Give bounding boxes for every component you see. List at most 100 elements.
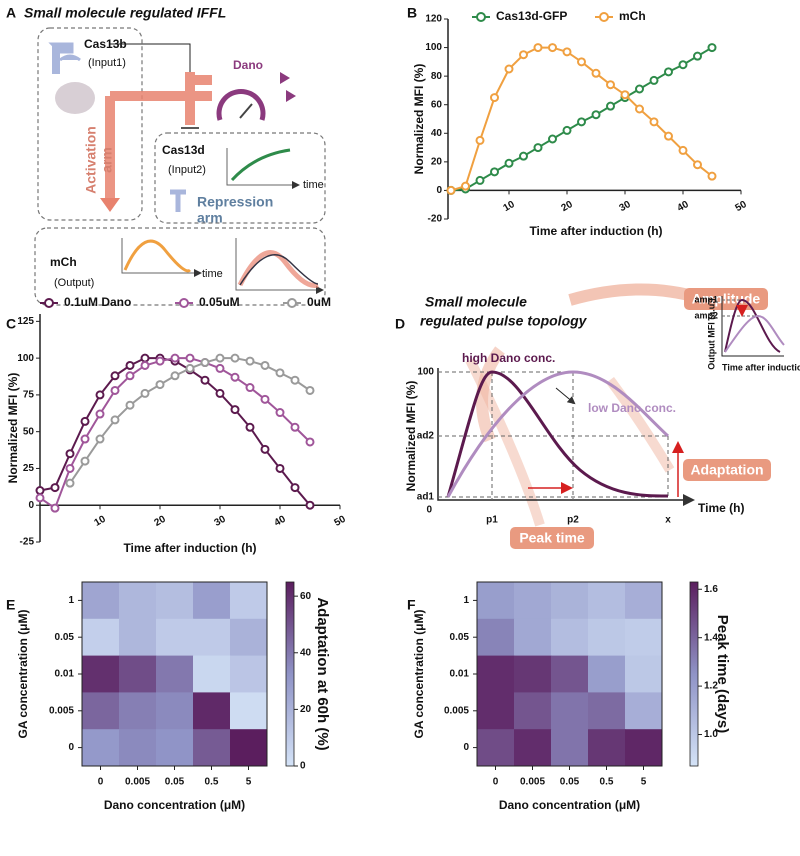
heatmap-cell	[625, 582, 663, 620]
heatmap-cell	[230, 618, 268, 657]
data-point	[65, 449, 75, 459]
heatmap-cell	[588, 729, 626, 767]
heatmap-cell	[625, 618, 663, 657]
data-point	[140, 388, 150, 398]
badge	[683, 459, 771, 481]
curve-low	[446, 370, 670, 498]
data-point	[245, 356, 255, 366]
data-point	[35, 493, 45, 503]
colorbar-tick-label: 0	[300, 761, 306, 772]
panel-d: D Small molecule regulated pulse topolog…	[395, 283, 800, 549]
data-point	[548, 134, 557, 144]
y-axis-label: GA concentration (μM)	[412, 610, 426, 739]
dano-molecule	[280, 72, 296, 102]
y-tick-label: 0.01	[450, 669, 470, 680]
label: (Input1)	[88, 57, 126, 69]
x-tick-label: 40	[273, 514, 289, 529]
badge	[684, 288, 768, 310]
y-tick-label: 50	[23, 426, 35, 437]
heatmap-cell	[82, 618, 120, 657]
label: time	[202, 268, 223, 280]
data-point	[65, 463, 75, 473]
heatmap-cell	[193, 729, 231, 767]
data-point	[519, 151, 528, 161]
data-point	[230, 405, 240, 415]
data-point	[591, 110, 601, 120]
data-point	[305, 437, 315, 447]
data-point	[461, 181, 470, 191]
y-tick-label: 60	[431, 99, 443, 110]
heatmap-cell	[551, 582, 589, 620]
data-point	[533, 43, 543, 53]
label: low Dano conc.	[588, 401, 676, 415]
data-point	[475, 135, 485, 145]
mini-axes	[226, 148, 300, 189]
heatmap-cell	[588, 618, 626, 657]
connector	[110, 43, 191, 72]
x-axis-label: Dano concentration (μM)	[499, 798, 640, 812]
data-point	[35, 486, 45, 496]
panel-a: A Small molecule regulated IFFL Cas13b (…	[6, 5, 326, 306]
data-point	[635, 104, 644, 114]
data-point	[577, 117, 586, 127]
label: Amplitude	[692, 291, 761, 307]
data-point	[606, 101, 615, 111]
decor-arrow	[568, 283, 702, 306]
data-point	[125, 400, 135, 410]
data-point	[260, 360, 270, 370]
y-tick-label: 0.01	[55, 669, 75, 680]
y-tick-label: 80	[431, 71, 443, 82]
label: (Output)	[54, 277, 94, 289]
axis-label: Time (h)	[698, 501, 744, 515]
legend-label: 0.05uM	[199, 295, 240, 309]
data-point	[606, 80, 615, 90]
data-point	[290, 422, 300, 432]
data-point	[215, 363, 225, 373]
heatmap-cell	[625, 729, 663, 767]
label: x	[665, 515, 671, 526]
data-point	[548, 43, 557, 53]
data-point	[305, 385, 315, 395]
data-point	[125, 371, 135, 381]
label: arm	[197, 210, 223, 226]
y-tick-label: 0	[463, 742, 469, 753]
heatmap-cell	[625, 655, 663, 693]
mini-axes	[235, 238, 324, 294]
heatmap-cell	[477, 655, 515, 693]
data-point	[80, 434, 90, 444]
heatmap-cell	[625, 692, 663, 730]
label: ad2	[417, 431, 435, 442]
repression-box	[154, 132, 326, 224]
heatmap-cell	[230, 692, 268, 730]
heatmap-cell	[119, 729, 157, 767]
data-point	[678, 145, 688, 155]
colorbar-tick-label: 1.0	[704, 729, 718, 740]
heatmap-cell	[82, 655, 120, 693]
x-tick-label: 0	[98, 777, 104, 788]
data-point	[95, 390, 105, 400]
x-tick-label: 30	[213, 514, 229, 529]
data-point	[275, 368, 285, 378]
x-axis-label: Time after induction (h)	[123, 541, 256, 555]
panel-label: C	[6, 316, 16, 332]
panel-label: B	[407, 5, 417, 21]
pointer	[555, 387, 576, 405]
y-tick-label: 100	[17, 353, 34, 364]
y-tick-label: -25	[20, 537, 35, 548]
ribosome-icon	[55, 82, 95, 114]
label: amp2	[694, 310, 718, 320]
label: ad1	[417, 492, 435, 503]
cas13b-icon	[52, 44, 60, 74]
x-tick-label: 0.5	[600, 777, 614, 788]
data-point	[475, 175, 485, 185]
heatmap-cell	[514, 729, 552, 767]
heatmap-cell	[156, 655, 194, 693]
heatmap-cell	[119, 582, 157, 620]
legend-label: 0.1uM Dano	[64, 295, 131, 309]
cas13d-icon	[170, 189, 186, 212]
data-point	[260, 444, 270, 454]
data-point	[519, 50, 528, 60]
data-point	[620, 90, 630, 100]
data-point	[649, 75, 659, 85]
y-tick-label: 125	[17, 316, 34, 327]
